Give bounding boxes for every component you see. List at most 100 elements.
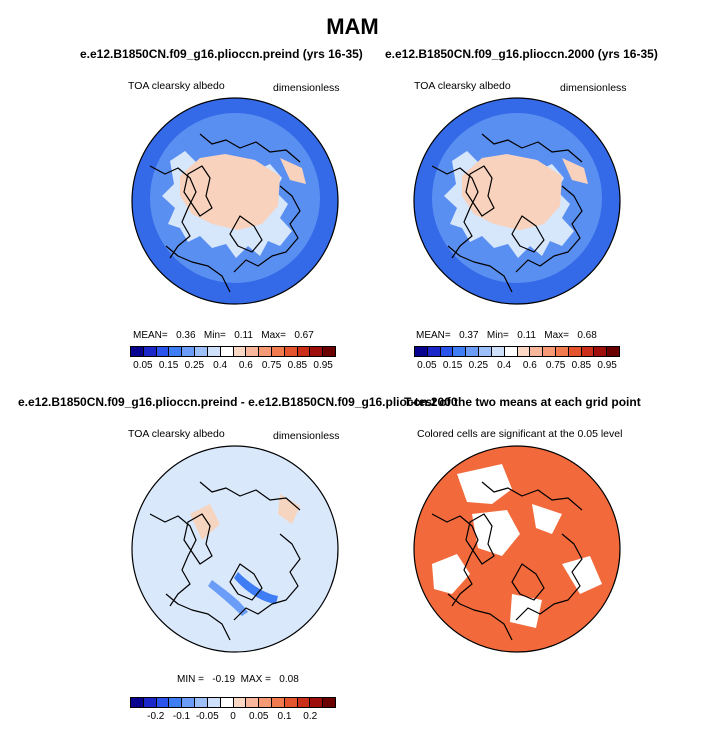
negative-difference <box>234 572 278 604</box>
panel-2-min: 0.11 <box>517 330 536 341</box>
colorbar-tick-label: -0.2 <box>147 711 165 722</box>
colorbar-cell <box>517 347 531 356</box>
colorbar-cell <box>143 347 157 356</box>
colorbar-tick-label: 0.4 <box>213 360 228 371</box>
colorbar-cell <box>271 347 285 356</box>
panel-2-min-label: Min= <box>486 330 509 341</box>
colorbar-tick-label: 0.1 <box>277 711 292 722</box>
colorbar-cell <box>297 698 311 707</box>
not-significant-area <box>510 594 542 628</box>
colorbar-cell <box>284 698 298 707</box>
colorbar-tick-label: -0.1 <box>172 711 191 722</box>
colorbar-cell <box>182 698 196 707</box>
positive-difference <box>190 504 220 540</box>
colorbar-cell <box>207 347 221 356</box>
colorbar-cell <box>195 698 208 707</box>
coastline <box>515 185 583 273</box>
panel-1-stats: MEAN= 0.36 Min= 0.11 Max= 0.67 <box>133 330 314 341</box>
coastline <box>229 215 263 253</box>
colorbar-cell <box>568 347 582 356</box>
colorbar-cell <box>504 347 518 356</box>
panel-2-map <box>413 97 621 305</box>
panel-1-case-title: e.e12.B1850CN.f09_g16.plioccn.preind (yr… <box>80 47 363 61</box>
panel-2-variable: TOA clearsky albedo <box>414 80 511 92</box>
coastline <box>515 533 583 621</box>
panel-1-map <box>131 97 339 305</box>
colorbar-cell <box>530 347 544 356</box>
colorbar-cell <box>323 698 335 707</box>
colorbar-tick-label: 0.2 <box>303 711 318 722</box>
colorbar-cell <box>195 347 208 356</box>
colorbar-cell <box>491 347 505 356</box>
colorbar-cell <box>297 347 311 356</box>
greenland-coast <box>465 165 495 217</box>
coastline <box>447 593 513 641</box>
colorbar-tick-label: 0.25 <box>184 360 205 371</box>
colorbar-cell <box>233 698 247 707</box>
colorbar-cell <box>259 698 272 707</box>
greenland-coast <box>465 513 495 565</box>
not-significant-area <box>472 510 520 556</box>
map-boundary <box>131 97 339 305</box>
coastline <box>447 245 513 293</box>
panel-1-units: dimensionless <box>273 82 340 94</box>
coastline <box>511 563 545 601</box>
coastline <box>481 481 583 511</box>
panel-3-stats: MIN = -0.19 MAX = 0.08 <box>177 674 299 685</box>
not-significant-area <box>432 554 470 594</box>
colorbar-tick-label: 0 <box>230 711 236 722</box>
colorbar-cell <box>310 347 324 356</box>
colorbar-tick-label: 0.05 <box>133 360 153 371</box>
colorbar-cell <box>440 347 454 356</box>
panel-2-max: 0.68 <box>577 330 597 341</box>
colorbar-cell <box>169 698 183 707</box>
panel-1-min-label: Min= <box>203 330 226 341</box>
map-boundary <box>413 445 621 653</box>
panel-2-mean: 0.37 <box>459 330 479 341</box>
coastline <box>233 185 301 273</box>
colorbar-cell <box>323 347 335 356</box>
panel-1-variable: TOA clearsky albedo <box>128 80 225 92</box>
colorbar-cell <box>581 347 595 356</box>
colorbar-cell <box>220 698 234 707</box>
colorbar-cell <box>259 347 272 356</box>
colorbar-cell <box>415 347 428 356</box>
colorbar-tick-label: 0.15 <box>158 360 179 371</box>
colorbar-cell <box>233 347 247 356</box>
panel-3-max-label: MAX = <box>240 674 271 685</box>
panel-1-max-label: Max= <box>261 330 286 341</box>
colorbar-cell <box>427 347 441 356</box>
coastline-group <box>431 481 583 641</box>
colorbar-cell <box>543 347 556 356</box>
panel-2-stats: MEAN= 0.37 Min= 0.11 Max= 0.68 <box>416 330 597 341</box>
colorbar-cell <box>310 698 324 707</box>
map-boundary <box>131 445 339 653</box>
colorbar-tick-label: 0.15 <box>442 360 463 371</box>
colorbar-tick-label: -0.05 <box>195 711 219 722</box>
panel-3-max: 0.08 <box>279 674 299 685</box>
colorbar-cell <box>131 347 144 356</box>
panel-4-map <box>413 445 621 653</box>
panel-2-max-label: Max= <box>544 330 569 341</box>
colorbar-cell <box>220 347 234 356</box>
colorbar-cell <box>466 347 480 356</box>
panel-1-mean-label: MEAN= <box>133 330 168 341</box>
panel-3-colorbar <box>130 697 336 708</box>
colorbar-cell <box>246 698 260 707</box>
panel-4-case-title: T-test of the two means at each grid poi… <box>404 395 641 409</box>
difference-background <box>132 446 338 652</box>
colorbar-tick-label: 0.75 <box>545 360 566 371</box>
snow-patch <box>562 158 588 184</box>
panel-1-min: 0.11 <box>234 330 253 341</box>
colorbar-cell <box>169 347 183 356</box>
greenland-ice <box>184 166 212 216</box>
panel-3-units: dimensionless <box>273 430 340 442</box>
coastline <box>233 533 301 621</box>
coastline <box>511 215 545 253</box>
panel-1-mean: 0.36 <box>176 330 196 341</box>
colorbar-tick-label: 0.05 <box>249 711 269 722</box>
colorbar-cell <box>182 347 196 356</box>
colorbar-cell <box>246 347 260 356</box>
coastline <box>199 481 301 511</box>
panel-3-min-label: MIN = <box>177 674 204 685</box>
